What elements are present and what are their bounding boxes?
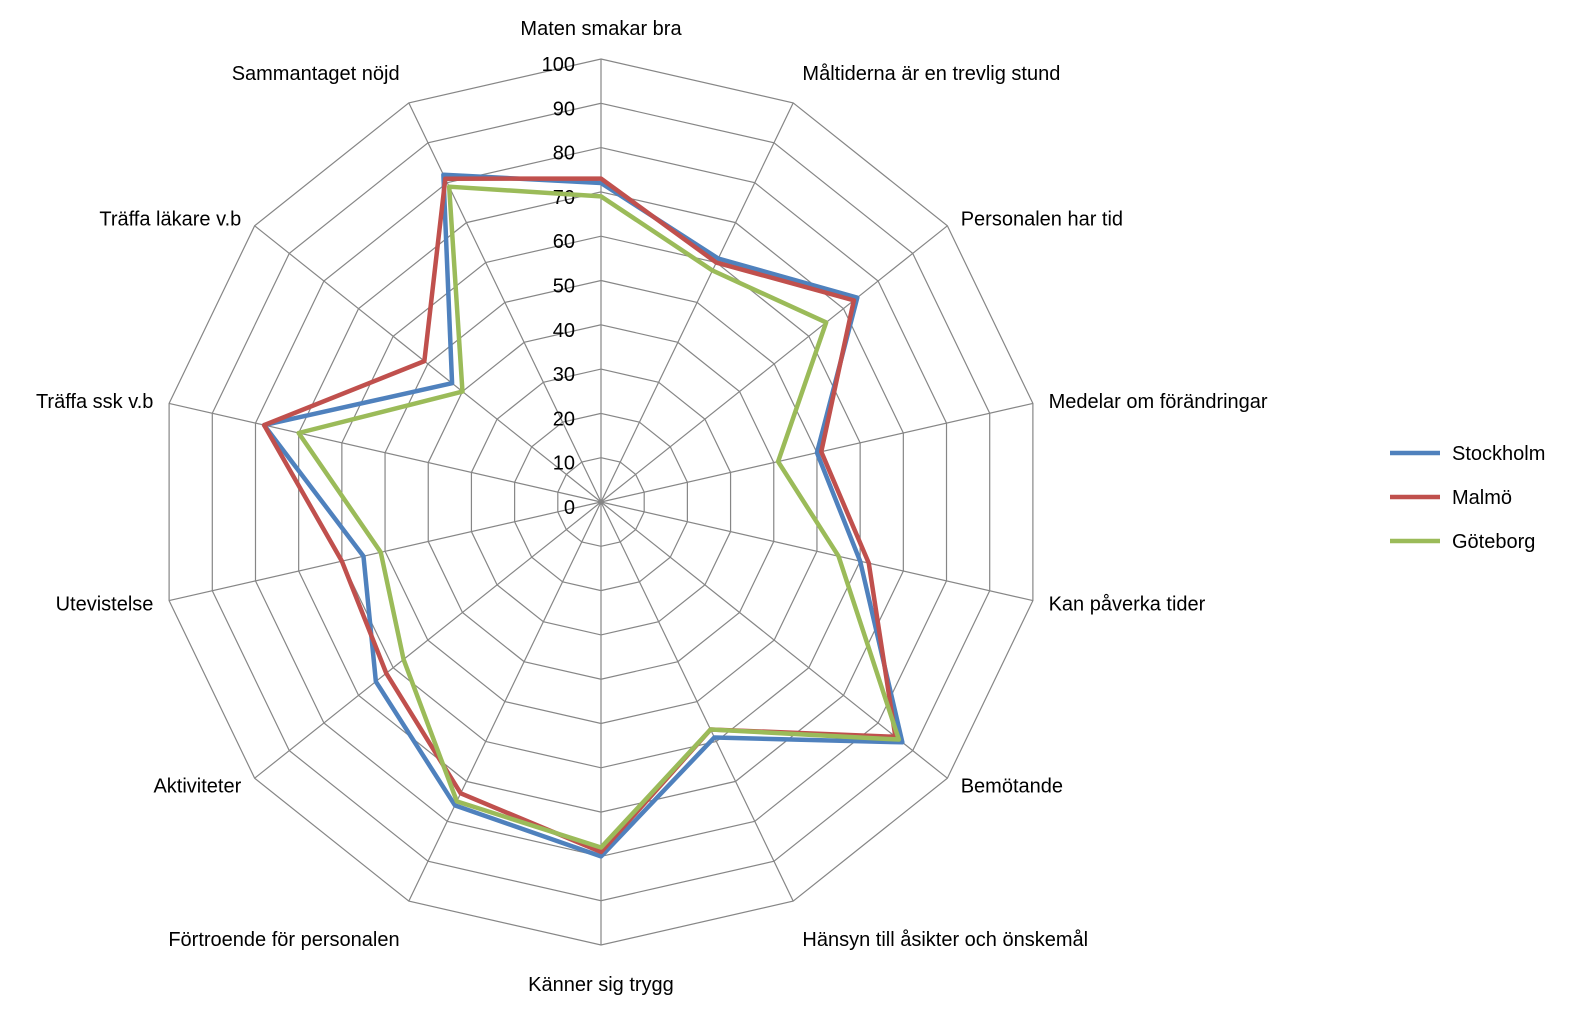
category-label: Träffa ssk v.b (36, 391, 153, 413)
series-line-göteborg (296, 184, 902, 850)
grid-spoke (600, 225, 948, 503)
radial-tick-label: 30 (553, 364, 575, 386)
category-label: Förtroende för personalen (168, 929, 399, 951)
category-label: Känner sig trygg (528, 974, 674, 996)
category-label: Personalen har tid (961, 208, 1123, 230)
grid-spoke (408, 102, 602, 503)
grid-spoke (254, 501, 602, 779)
radial-tick-label: 80 (553, 143, 575, 165)
legend-label: Malmö (1452, 487, 1512, 509)
grid-spoke (600, 501, 948, 779)
category-label: Aktiviteter (153, 776, 241, 798)
grid-spoke (408, 501, 602, 902)
grid-spoke (600, 501, 1034, 602)
radial-tick-label: 60 (553, 231, 575, 253)
category-labels: Maten smakar bra Måltiderna är en trevlig… (36, 18, 1268, 996)
radial-tick-labels: 0 10 20 30 40 50 60 70 80 90 100 (542, 54, 575, 519)
category-label: Bemötande (961, 776, 1063, 798)
data-series (261, 172, 905, 859)
category-label: Kan påverka tider (1049, 593, 1206, 615)
radial-tick-label: 70 (553, 187, 575, 209)
category-label: Hänsyn till åsikter och önskemål (802, 929, 1088, 951)
category-label: Träffa läkare v.b (99, 208, 241, 230)
radial-tick-label: 40 (553, 320, 575, 342)
series-line-malmö (261, 176, 898, 855)
radial-tick-label: 0 (564, 497, 575, 519)
legend-label: Stockholm (1452, 443, 1545, 465)
category-label: Sammantaget nöjd (232, 63, 400, 85)
grid-spoke (168, 402, 602, 503)
legend: Stockholm Malmö Göteborg (1390, 443, 1545, 553)
grid-spoke (254, 225, 602, 503)
radial-tick-label: 100 (542, 54, 575, 76)
radar-grid (168, 58, 1034, 946)
radial-tick-label: 20 (553, 408, 575, 430)
category-label: Maten smakar bra (520, 18, 682, 40)
grid-spoke (168, 501, 602, 602)
grid-spoke (600, 501, 794, 902)
radial-tick-label: 50 (553, 276, 575, 298)
grid-spoke (600, 102, 794, 503)
legend-label: Göteborg (1452, 531, 1535, 553)
category-label: Medelar om förändringar (1049, 391, 1268, 413)
radial-tick-label: 90 (553, 98, 575, 120)
category-label: Utevistelse (56, 593, 154, 615)
radial-tick-label: 10 (553, 453, 575, 475)
category-label: Måltiderna är en trevlig stund (802, 63, 1060, 85)
